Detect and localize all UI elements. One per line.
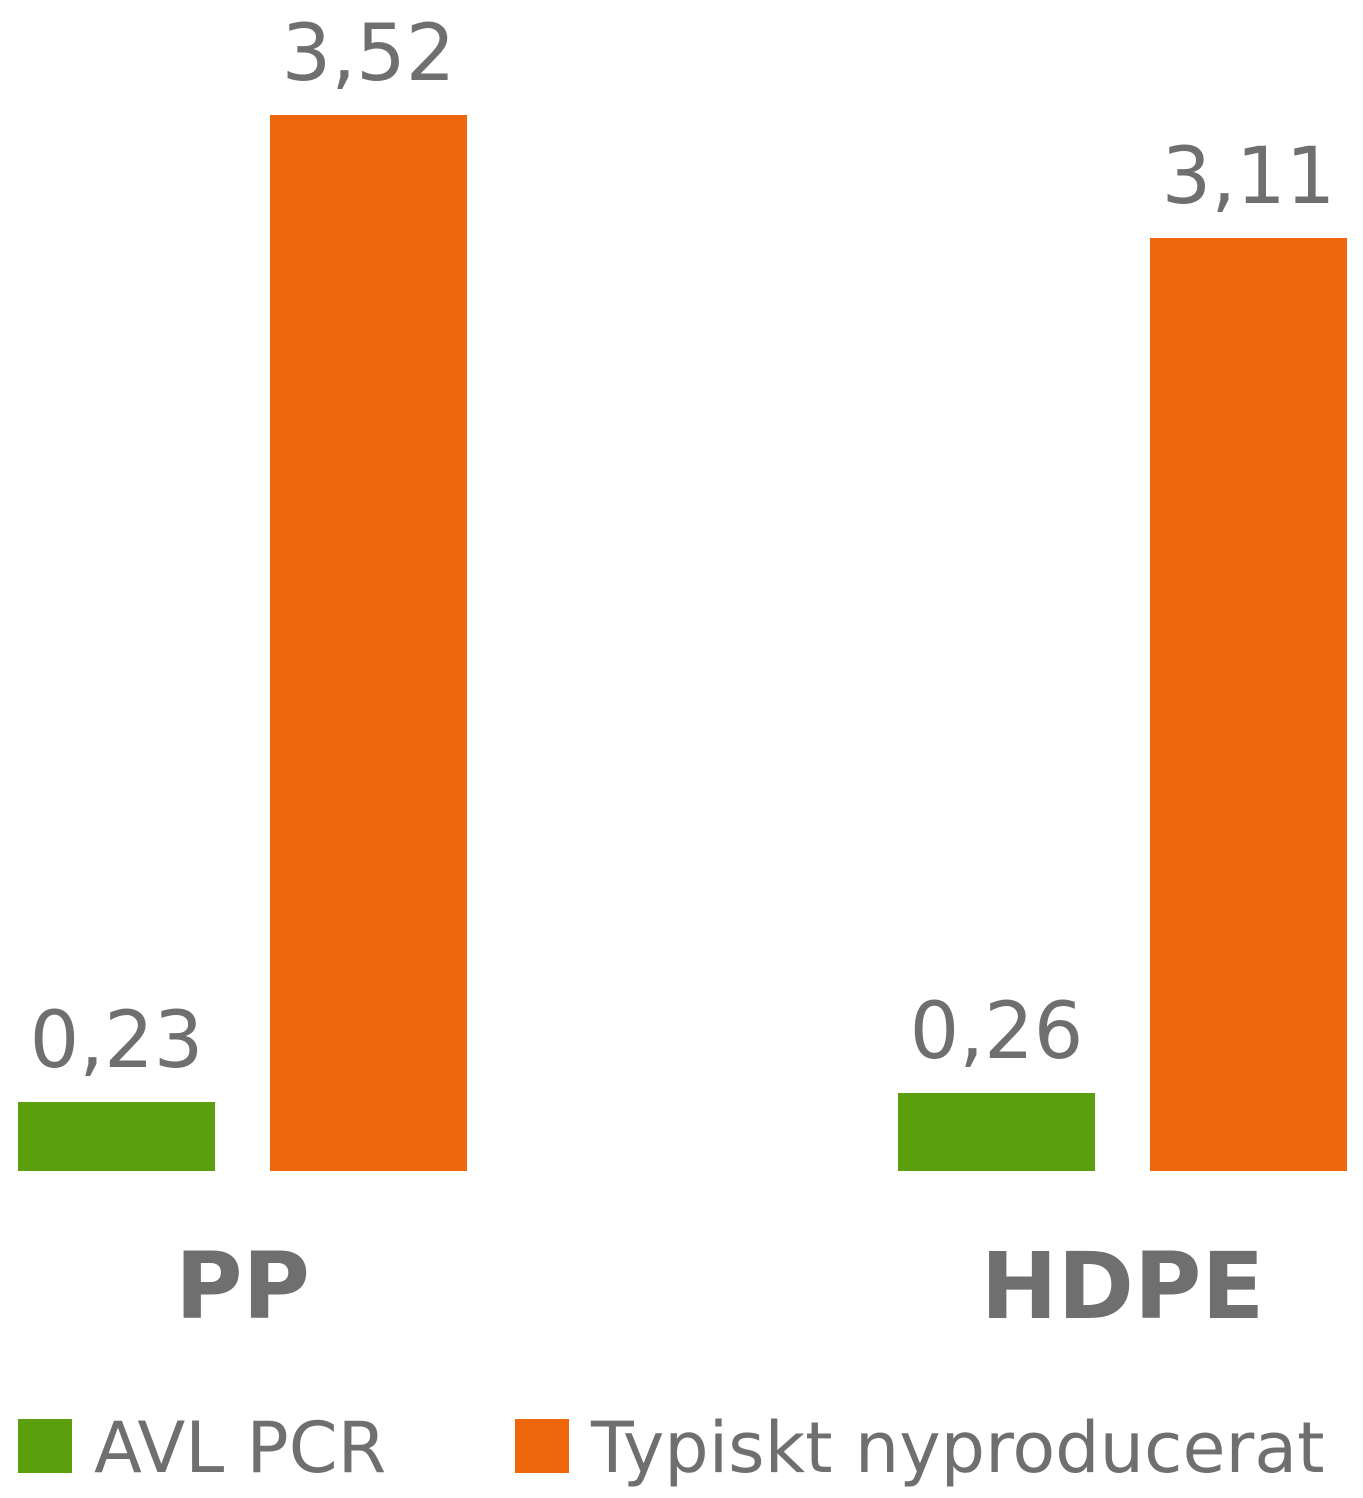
category-label: HDPE xyxy=(981,1233,1265,1340)
value-label: 3,11 xyxy=(1162,132,1336,222)
legend-label: AVL PCR xyxy=(94,1407,386,1489)
bar xyxy=(18,1102,215,1171)
value-label: 0,26 xyxy=(910,987,1084,1077)
bar xyxy=(270,115,467,1171)
category-label: PP xyxy=(175,1233,310,1340)
legend-swatch xyxy=(515,1419,569,1473)
value-label: 3,52 xyxy=(282,9,456,99)
bar xyxy=(1150,238,1347,1171)
legend-label: Typiskt nyproducerat xyxy=(590,1407,1325,1489)
bar xyxy=(898,1093,1095,1171)
value-label: 0,23 xyxy=(30,996,204,1086)
legend-swatch xyxy=(18,1419,72,1473)
